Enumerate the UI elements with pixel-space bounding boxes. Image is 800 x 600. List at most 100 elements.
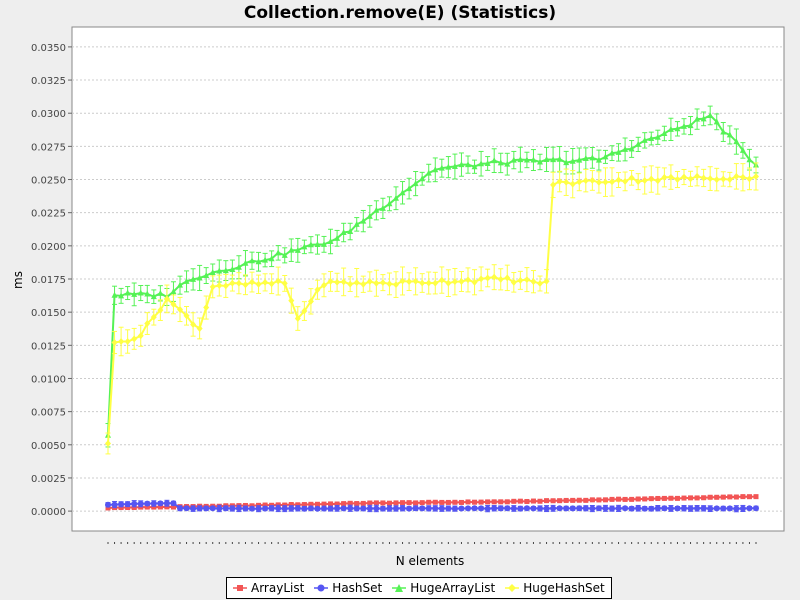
data-point	[746, 156, 753, 163]
data-point	[432, 499, 438, 505]
data-point	[209, 269, 216, 276]
series-hugearraylist	[105, 105, 759, 448]
series-layer	[105, 105, 759, 513]
data-point	[537, 498, 543, 504]
data-point	[746, 175, 753, 183]
data-point	[327, 505, 334, 512]
data-point	[491, 157, 498, 164]
data-point	[222, 267, 229, 274]
data-point	[235, 505, 242, 512]
data-point	[327, 237, 334, 244]
data-point	[288, 246, 295, 253]
data-point	[720, 128, 727, 135]
legend-item-arraylist: ArrayList	[233, 581, 304, 595]
data-point	[589, 176, 596, 184]
data-point	[118, 337, 125, 345]
data-point	[432, 166, 439, 173]
data-point	[707, 494, 713, 500]
data-point	[609, 505, 615, 512]
data-point	[137, 289, 144, 296]
data-point	[688, 495, 694, 501]
data-point	[609, 496, 615, 502]
data-point	[144, 290, 151, 297]
data-point	[438, 164, 445, 171]
data-point	[203, 272, 210, 279]
data-point	[713, 118, 720, 125]
data-point	[445, 499, 451, 505]
data-point	[517, 498, 523, 504]
data-point	[648, 496, 654, 502]
data-point	[635, 178, 642, 186]
data-point	[144, 504, 150, 510]
data-point	[183, 277, 190, 284]
data-point	[295, 502, 301, 508]
data-point	[543, 155, 550, 162]
data-point	[523, 276, 530, 284]
y-tick-label: 0.0150	[31, 308, 66, 319]
data-point	[746, 494, 752, 500]
data-point	[498, 499, 504, 505]
data-point	[484, 505, 491, 512]
data-point	[105, 501, 111, 508]
data-point	[255, 258, 262, 265]
data-point	[412, 277, 419, 285]
data-point	[340, 505, 347, 512]
data-point	[661, 173, 668, 181]
data-point	[576, 156, 583, 163]
data-point	[681, 122, 687, 129]
data-point	[177, 505, 183, 512]
data-point	[478, 160, 485, 167]
data-point	[733, 138, 740, 145]
data-point	[393, 194, 399, 201]
data-point	[726, 176, 733, 184]
data-point	[713, 176, 720, 184]
data-point	[229, 265, 236, 272]
data-point	[301, 505, 308, 512]
data-point	[726, 131, 733, 138]
data-point	[641, 505, 648, 512]
series-line	[107, 495, 757, 509]
y-tick-label: 0.0250	[31, 176, 66, 187]
data-point	[157, 504, 163, 510]
data-point	[249, 278, 255, 286]
data-point	[661, 129, 668, 136]
data-point	[739, 173, 746, 181]
data-point	[655, 495, 661, 501]
chart-title: Collection.remove(E) (Statistics)	[243, 3, 557, 23]
data-point	[321, 501, 327, 507]
data-point	[641, 136, 648, 143]
data-point	[458, 277, 465, 285]
data-point	[209, 283, 216, 291]
legend-label: HugeArrayList	[410, 581, 496, 595]
data-point	[616, 496, 622, 502]
data-point	[301, 502, 307, 508]
data-point	[347, 280, 354, 288]
data-point	[654, 505, 661, 512]
data-point	[576, 178, 583, 186]
data-point	[163, 295, 170, 303]
data-point	[517, 156, 524, 163]
data-point	[373, 279, 380, 287]
data-point	[216, 505, 223, 512]
data-point	[150, 313, 157, 321]
data-point	[589, 154, 596, 161]
x-ticks	[107, 542, 757, 544]
data-point	[353, 220, 360, 227]
data-point	[694, 172, 701, 180]
data-point	[144, 500, 151, 507]
data-point	[694, 505, 701, 512]
data-point	[366, 278, 373, 286]
data-point	[203, 505, 210, 512]
data-point	[111, 291, 118, 298]
data-point	[432, 505, 439, 512]
data-point	[347, 505, 354, 512]
data-point	[393, 500, 399, 506]
data-point	[668, 495, 674, 501]
data-point	[379, 279, 386, 287]
data-point	[458, 161, 465, 168]
data-point	[393, 505, 399, 512]
data-point	[321, 240, 327, 247]
data-point	[667, 505, 674, 512]
data-point	[491, 273, 498, 281]
data-point	[124, 289, 131, 296]
